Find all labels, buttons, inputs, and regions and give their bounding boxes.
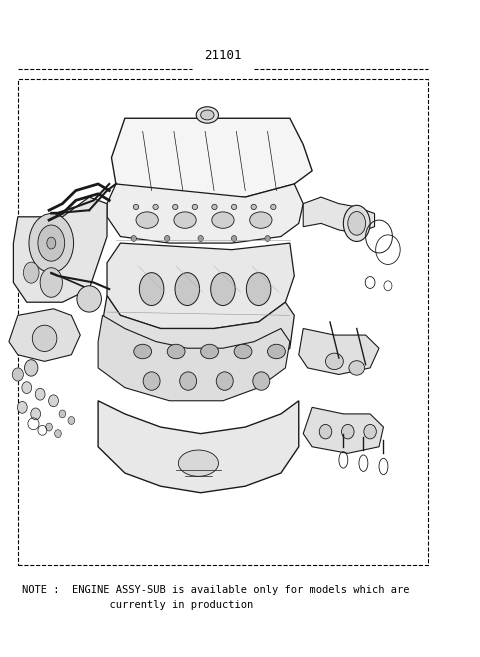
Ellipse shape — [231, 204, 237, 210]
Ellipse shape — [198, 236, 204, 242]
Ellipse shape — [342, 424, 354, 439]
Polygon shape — [107, 184, 303, 243]
Ellipse shape — [133, 204, 139, 210]
Ellipse shape — [196, 107, 218, 124]
Polygon shape — [98, 401, 299, 493]
Ellipse shape — [40, 268, 62, 297]
Ellipse shape — [55, 430, 61, 438]
Ellipse shape — [139, 273, 164, 306]
Ellipse shape — [173, 204, 178, 210]
Ellipse shape — [348, 212, 366, 235]
Ellipse shape — [267, 344, 286, 359]
Ellipse shape — [216, 372, 233, 390]
Ellipse shape — [231, 236, 237, 242]
Ellipse shape — [131, 236, 136, 242]
Polygon shape — [98, 315, 290, 401]
Ellipse shape — [59, 410, 66, 418]
Ellipse shape — [77, 286, 101, 312]
Ellipse shape — [174, 212, 196, 228]
Ellipse shape — [167, 344, 185, 359]
Ellipse shape — [179, 450, 218, 476]
Ellipse shape — [175, 273, 200, 306]
Ellipse shape — [29, 214, 73, 273]
Polygon shape — [107, 243, 294, 328]
Ellipse shape — [153, 204, 158, 210]
Ellipse shape — [325, 353, 343, 369]
Polygon shape — [111, 118, 312, 197]
Polygon shape — [299, 328, 379, 374]
Text: currently in production: currently in production — [22, 600, 253, 610]
Ellipse shape — [319, 424, 332, 439]
Ellipse shape — [180, 372, 197, 390]
Ellipse shape — [364, 424, 376, 439]
Ellipse shape — [265, 236, 270, 242]
Ellipse shape — [38, 225, 65, 261]
Ellipse shape — [143, 372, 160, 390]
Ellipse shape — [271, 204, 276, 210]
Ellipse shape — [48, 395, 59, 407]
Ellipse shape — [192, 204, 198, 210]
Ellipse shape — [24, 360, 38, 376]
Polygon shape — [303, 407, 384, 453]
Text: NOTE :  ENGINE ASSY-SUB is available only for models which are: NOTE : ENGINE ASSY-SUB is available only… — [22, 585, 410, 595]
Ellipse shape — [24, 262, 39, 283]
Ellipse shape — [211, 273, 235, 306]
Polygon shape — [9, 309, 80, 361]
Ellipse shape — [201, 110, 214, 120]
Ellipse shape — [165, 236, 170, 242]
Ellipse shape — [17, 401, 27, 413]
Ellipse shape — [349, 361, 364, 375]
Polygon shape — [13, 197, 107, 302]
Ellipse shape — [246, 273, 271, 306]
Polygon shape — [303, 197, 374, 233]
Ellipse shape — [212, 212, 234, 228]
Ellipse shape — [201, 344, 218, 359]
Text: 21101: 21101 — [204, 49, 242, 62]
Ellipse shape — [251, 204, 256, 210]
Ellipse shape — [212, 204, 217, 210]
Ellipse shape — [32, 325, 57, 351]
Ellipse shape — [12, 368, 24, 381]
Polygon shape — [103, 296, 294, 381]
Ellipse shape — [46, 423, 52, 431]
Ellipse shape — [136, 212, 158, 228]
Ellipse shape — [234, 344, 252, 359]
Ellipse shape — [343, 205, 370, 242]
Ellipse shape — [31, 408, 41, 420]
Ellipse shape — [22, 382, 32, 394]
Ellipse shape — [250, 212, 272, 228]
Ellipse shape — [35, 388, 45, 400]
Ellipse shape — [47, 237, 56, 249]
Ellipse shape — [134, 344, 152, 359]
Ellipse shape — [253, 372, 270, 390]
Ellipse shape — [68, 417, 75, 424]
